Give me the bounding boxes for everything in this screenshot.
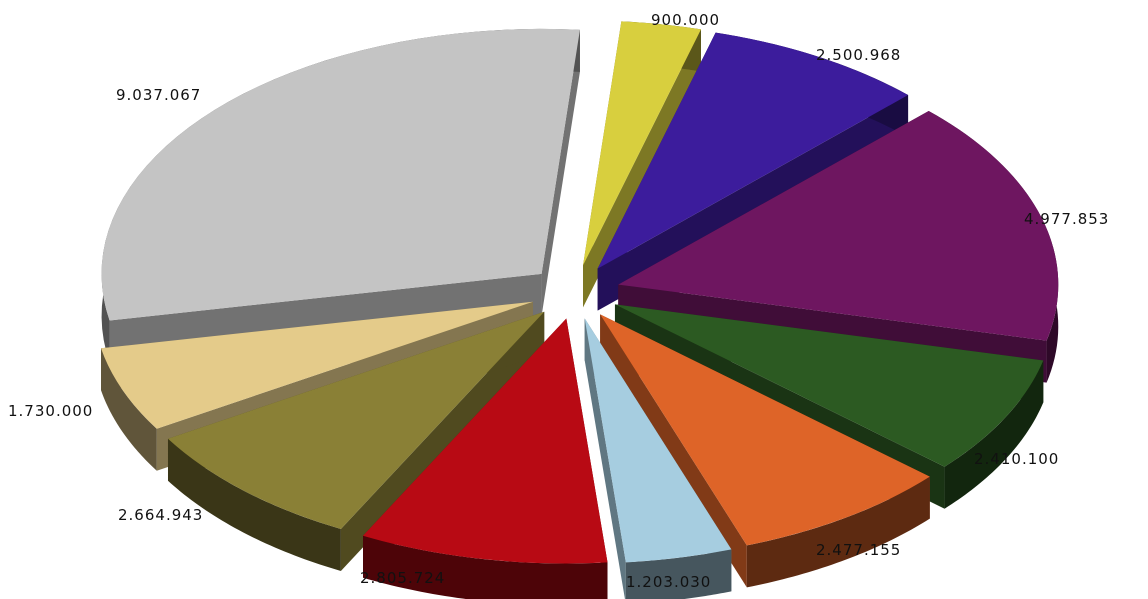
data-label-1203030: 1.203.030 bbox=[626, 573, 712, 591]
pie-slice-0 bbox=[583, 21, 701, 308]
data-label-1730000: 1.730.000 bbox=[8, 402, 94, 420]
pie-slice-top-2 bbox=[618, 110, 1059, 341]
pie-slice-top-6 bbox=[363, 318, 608, 564]
pie-slice-top-7 bbox=[167, 311, 545, 529]
pie-slice-top-9 bbox=[101, 28, 580, 321]
pie-slice-top-0 bbox=[583, 21, 701, 266]
pie-slice-top-8 bbox=[101, 301, 534, 429]
data-label-2500968: 2.500.968 bbox=[816, 46, 902, 64]
pie-slice-6 bbox=[363, 318, 608, 599]
pie-slice-5 bbox=[584, 318, 732, 599]
pie-slice-top-5 bbox=[584, 318, 732, 563]
data-label-2410100: 2.410.100 bbox=[974, 450, 1060, 468]
pie-slice-4 bbox=[600, 314, 930, 588]
pie-slice-top-4 bbox=[600, 314, 930, 546]
data-label-2805724: 2.805.724 bbox=[360, 569, 446, 587]
data-label-9037067: 9.037.067 bbox=[116, 86, 202, 104]
data-label-2664943: 2.664.943 bbox=[118, 506, 204, 524]
pie-slice-top-1 bbox=[597, 32, 909, 269]
data-label-4977853: 4.977.853 bbox=[1024, 210, 1110, 228]
pie-slice-top-3 bbox=[614, 304, 1044, 467]
data-label-900000: 900.000 bbox=[651, 11, 721, 29]
data-label-2477155: 2.477.155 bbox=[816, 541, 902, 559]
